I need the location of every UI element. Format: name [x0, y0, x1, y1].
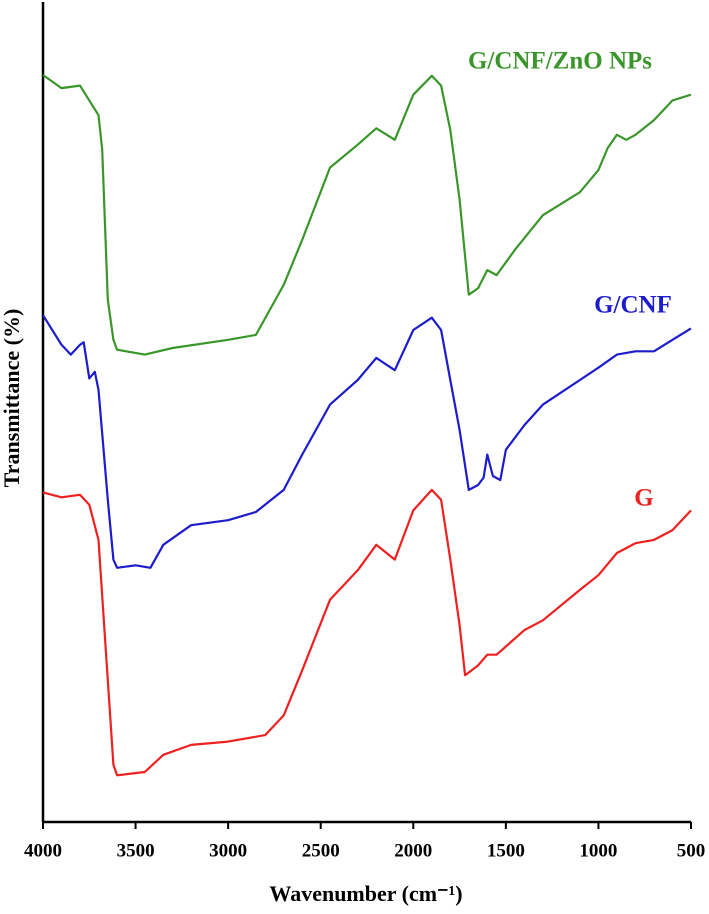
x-tick-label: 3500 [117, 840, 155, 861]
series-label: G/CNF/ZnO NPs [468, 48, 652, 75]
y-axis-label: Transmittance (%) [0, 309, 24, 488]
x-tick-label: 3000 [209, 840, 247, 861]
spectrum-line [42, 74, 692, 356]
series-label: G [634, 485, 653, 512]
x-tick-label: 4000 [24, 840, 62, 861]
series-label: G/CNF [594, 292, 672, 319]
x-tick-label: 2500 [302, 840, 340, 861]
x-tick-label: 2000 [394, 840, 432, 861]
x-tick-label: 1000 [579, 840, 617, 861]
x-axis-label: Wavenumber (cm⁻¹) [269, 881, 462, 906]
x-tick-label: 500 [677, 840, 706, 861]
spectrum-line [42, 488, 692, 777]
x-tick-label: 1500 [487, 840, 525, 861]
spectrum-line [42, 314, 692, 569]
